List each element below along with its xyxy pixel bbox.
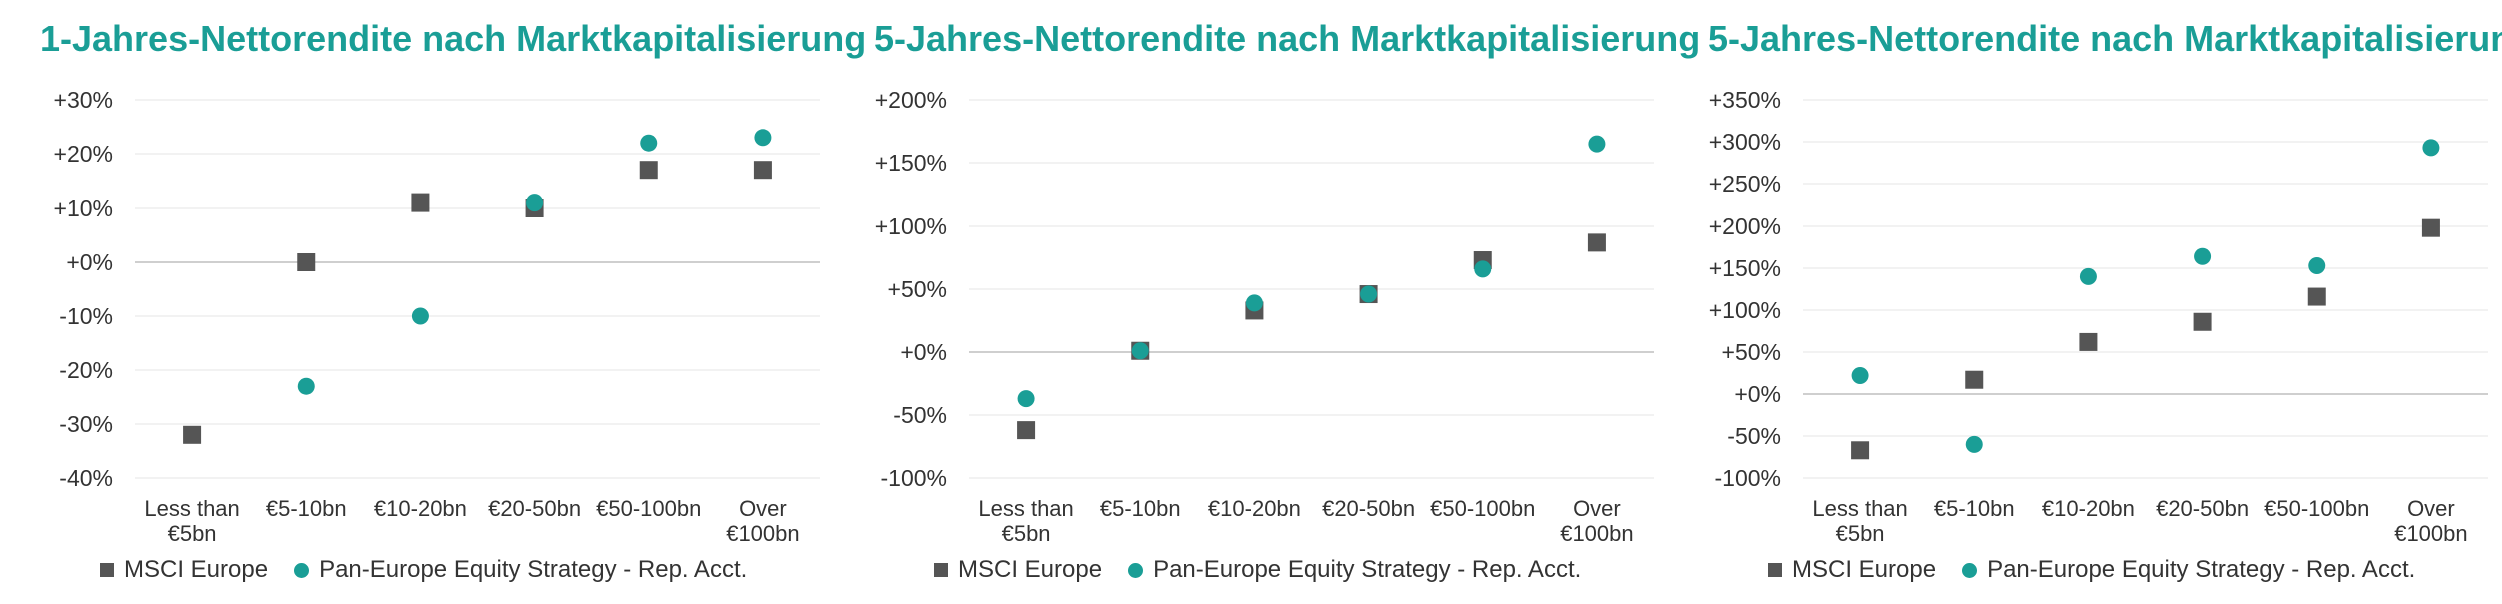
y-tick-label: -50% (893, 402, 947, 428)
data-point-msci (1851, 441, 1870, 460)
scatter-plot: +200% +150% +100% +50% +0% -50% -100% Less than… (875, 87, 1654, 546)
data-point-msci (1965, 370, 1984, 389)
data-point-strategy (297, 377, 315, 395)
data-point-strategy (640, 134, 658, 152)
chart-title: 1-Jahres-Nettorendite nach Marktkapitali… (40, 18, 867, 59)
y-tick-label: +50% (1722, 339, 1781, 365)
data-point-strategy (2422, 139, 2440, 157)
y-tick-label: -30% (59, 411, 113, 437)
y-tick-label: +100% (875, 213, 947, 239)
y-tick-label: +150% (875, 150, 947, 176)
legend: MSCI Europe Pan-Europe Equity Strategy -… (934, 556, 1581, 584)
data-point-strategy (2308, 256, 2326, 274)
legend-label-strategy: Pan-Europe Equity Strategy - Rep. Acct. (1153, 556, 1582, 583)
legend-square-marker (100, 563, 114, 577)
data-point-msci (753, 161, 772, 180)
scatter-plot: +350% +300% +250% +200% +150% +100% +50% +0% -50… (1709, 87, 2488, 546)
data-point-msci (639, 161, 658, 180)
legend-label-msci: MSCI Europe (958, 556, 1103, 583)
y-tick-label: +150% (1709, 255, 1781, 281)
x-tick-label: €20-50bn (488, 496, 581, 521)
data-point-strategy (1017, 390, 1035, 408)
chart-title: 5-Jahres-Nettorendite nach Marktkapitali… (874, 18, 1701, 59)
x-tick-label: Less than €5bn (1812, 496, 1907, 546)
y-tick-label: -50% (1727, 423, 1781, 449)
x-tick-label: Over €100bn (726, 496, 799, 546)
data-point-strategy (1245, 294, 1263, 312)
y-tick-label: -20% (59, 357, 113, 383)
x-tick-label: €50-100bn (596, 496, 701, 521)
y-tick-label: +200% (875, 87, 947, 113)
data-point-strategy (1474, 260, 1492, 278)
data-point-strategy (1965, 435, 1983, 453)
x-tick-label: €5-10bn (1100, 496, 1181, 521)
legend-label-msci: MSCI Europe (124, 556, 269, 583)
legend-circle-marker (1962, 562, 1978, 578)
x-tick-label: €5-10bn (1934, 496, 2015, 521)
y-tick-label: -100% (881, 465, 947, 491)
x-tick-label: Over €100bn (1560, 496, 1633, 546)
y-tick-label: +350% (1709, 87, 1781, 113)
x-tick-label: €10-20bn (1208, 496, 1301, 521)
x-tick-label: Less than €5bn (144, 496, 239, 546)
data-point-msci (411, 193, 430, 212)
data-point-strategy (2079, 267, 2097, 285)
legend-label-msci: MSCI Europe (1792, 556, 1937, 583)
chart-panel-1yr: 1-Jahres-Nettorendite nach Marktkapitali… (0, 0, 866, 604)
chart-panel-5yr: 5-Jahres-Nettorendite nach Marktkapitali… (834, 0, 1700, 604)
y-tick-label: +20% (54, 141, 113, 167)
x-tick-label: €50-100bn (1430, 496, 1535, 521)
data-point-strategy (1360, 285, 1378, 303)
y-tick-label: +0% (1734, 381, 1781, 407)
x-tick-label: Over €100bn (2394, 496, 2467, 546)
y-tick-label: +0% (66, 249, 113, 275)
y-tick-label: -100% (1715, 465, 1781, 491)
chart-panel-5yr-b: 5-Jahres-Nettorendite nach Marktkapitali… (1668, 0, 2502, 604)
x-tick-label: €10-20bn (2042, 496, 2135, 521)
x-tick-label: €20-50bn (2156, 496, 2249, 521)
legend-circle-marker (1128, 562, 1144, 578)
data-point-msci (1587, 233, 1606, 252)
legend-square-marker (1768, 563, 1782, 577)
chart-title: 5-Jahres-Nettorendite nach Marktkapitali… (1708, 18, 2502, 59)
data-point-msci (2307, 287, 2326, 306)
data-point-msci (2421, 218, 2440, 237)
legend: MSCI Europe Pan-Europe Equity Strategy -… (1768, 556, 2415, 584)
y-tick-label: +200% (1709, 213, 1781, 239)
data-point-strategy (526, 194, 544, 212)
data-point-strategy (1588, 135, 1606, 153)
data-point-strategy (1131, 342, 1149, 360)
y-tick-label: -40% (59, 465, 113, 491)
y-tick-label: -10% (59, 303, 113, 329)
x-tick-label: €5-10bn (266, 496, 347, 521)
x-tick-label: €20-50bn (1322, 496, 1415, 521)
y-tick-label: +250% (1709, 171, 1781, 197)
x-tick-label: Less than €5bn (978, 496, 1073, 546)
data-point-msci (2079, 332, 2098, 351)
x-tick-label: €50-100bn (2264, 496, 2369, 521)
data-point-strategy (2194, 247, 2212, 265)
y-tick-label: +50% (888, 276, 947, 302)
y-tick-label: +30% (54, 87, 113, 113)
data-point-msci (1017, 421, 1036, 440)
legend: MSCI Europe Pan-Europe Equity Strategy -… (100, 556, 747, 584)
y-tick-label: +10% (54, 195, 113, 221)
y-tick-label: +0% (900, 339, 947, 365)
data-point-strategy (411, 307, 429, 325)
legend-label-strategy: Pan-Europe Equity Strategy - Rep. Acct. (1987, 556, 2416, 583)
y-tick-label: +300% (1709, 129, 1781, 155)
legend-label-strategy: Pan-Europe Equity Strategy - Rep. Acct. (319, 556, 748, 583)
data-point-msci (297, 253, 316, 271)
scatter-plot: +30% +20% +10% +0% -10% -20% -30% -40% Less than… (54, 87, 820, 546)
x-tick-label: €10-20bn (374, 496, 467, 521)
data-point-strategy (754, 129, 772, 147)
data-point-strategy (1851, 367, 1869, 385)
data-point-msci (2193, 312, 2212, 331)
legend-circle-marker (294, 562, 310, 578)
legend-square-marker (934, 563, 948, 577)
y-tick-label: +100% (1709, 297, 1781, 323)
data-point-msci (183, 425, 202, 444)
